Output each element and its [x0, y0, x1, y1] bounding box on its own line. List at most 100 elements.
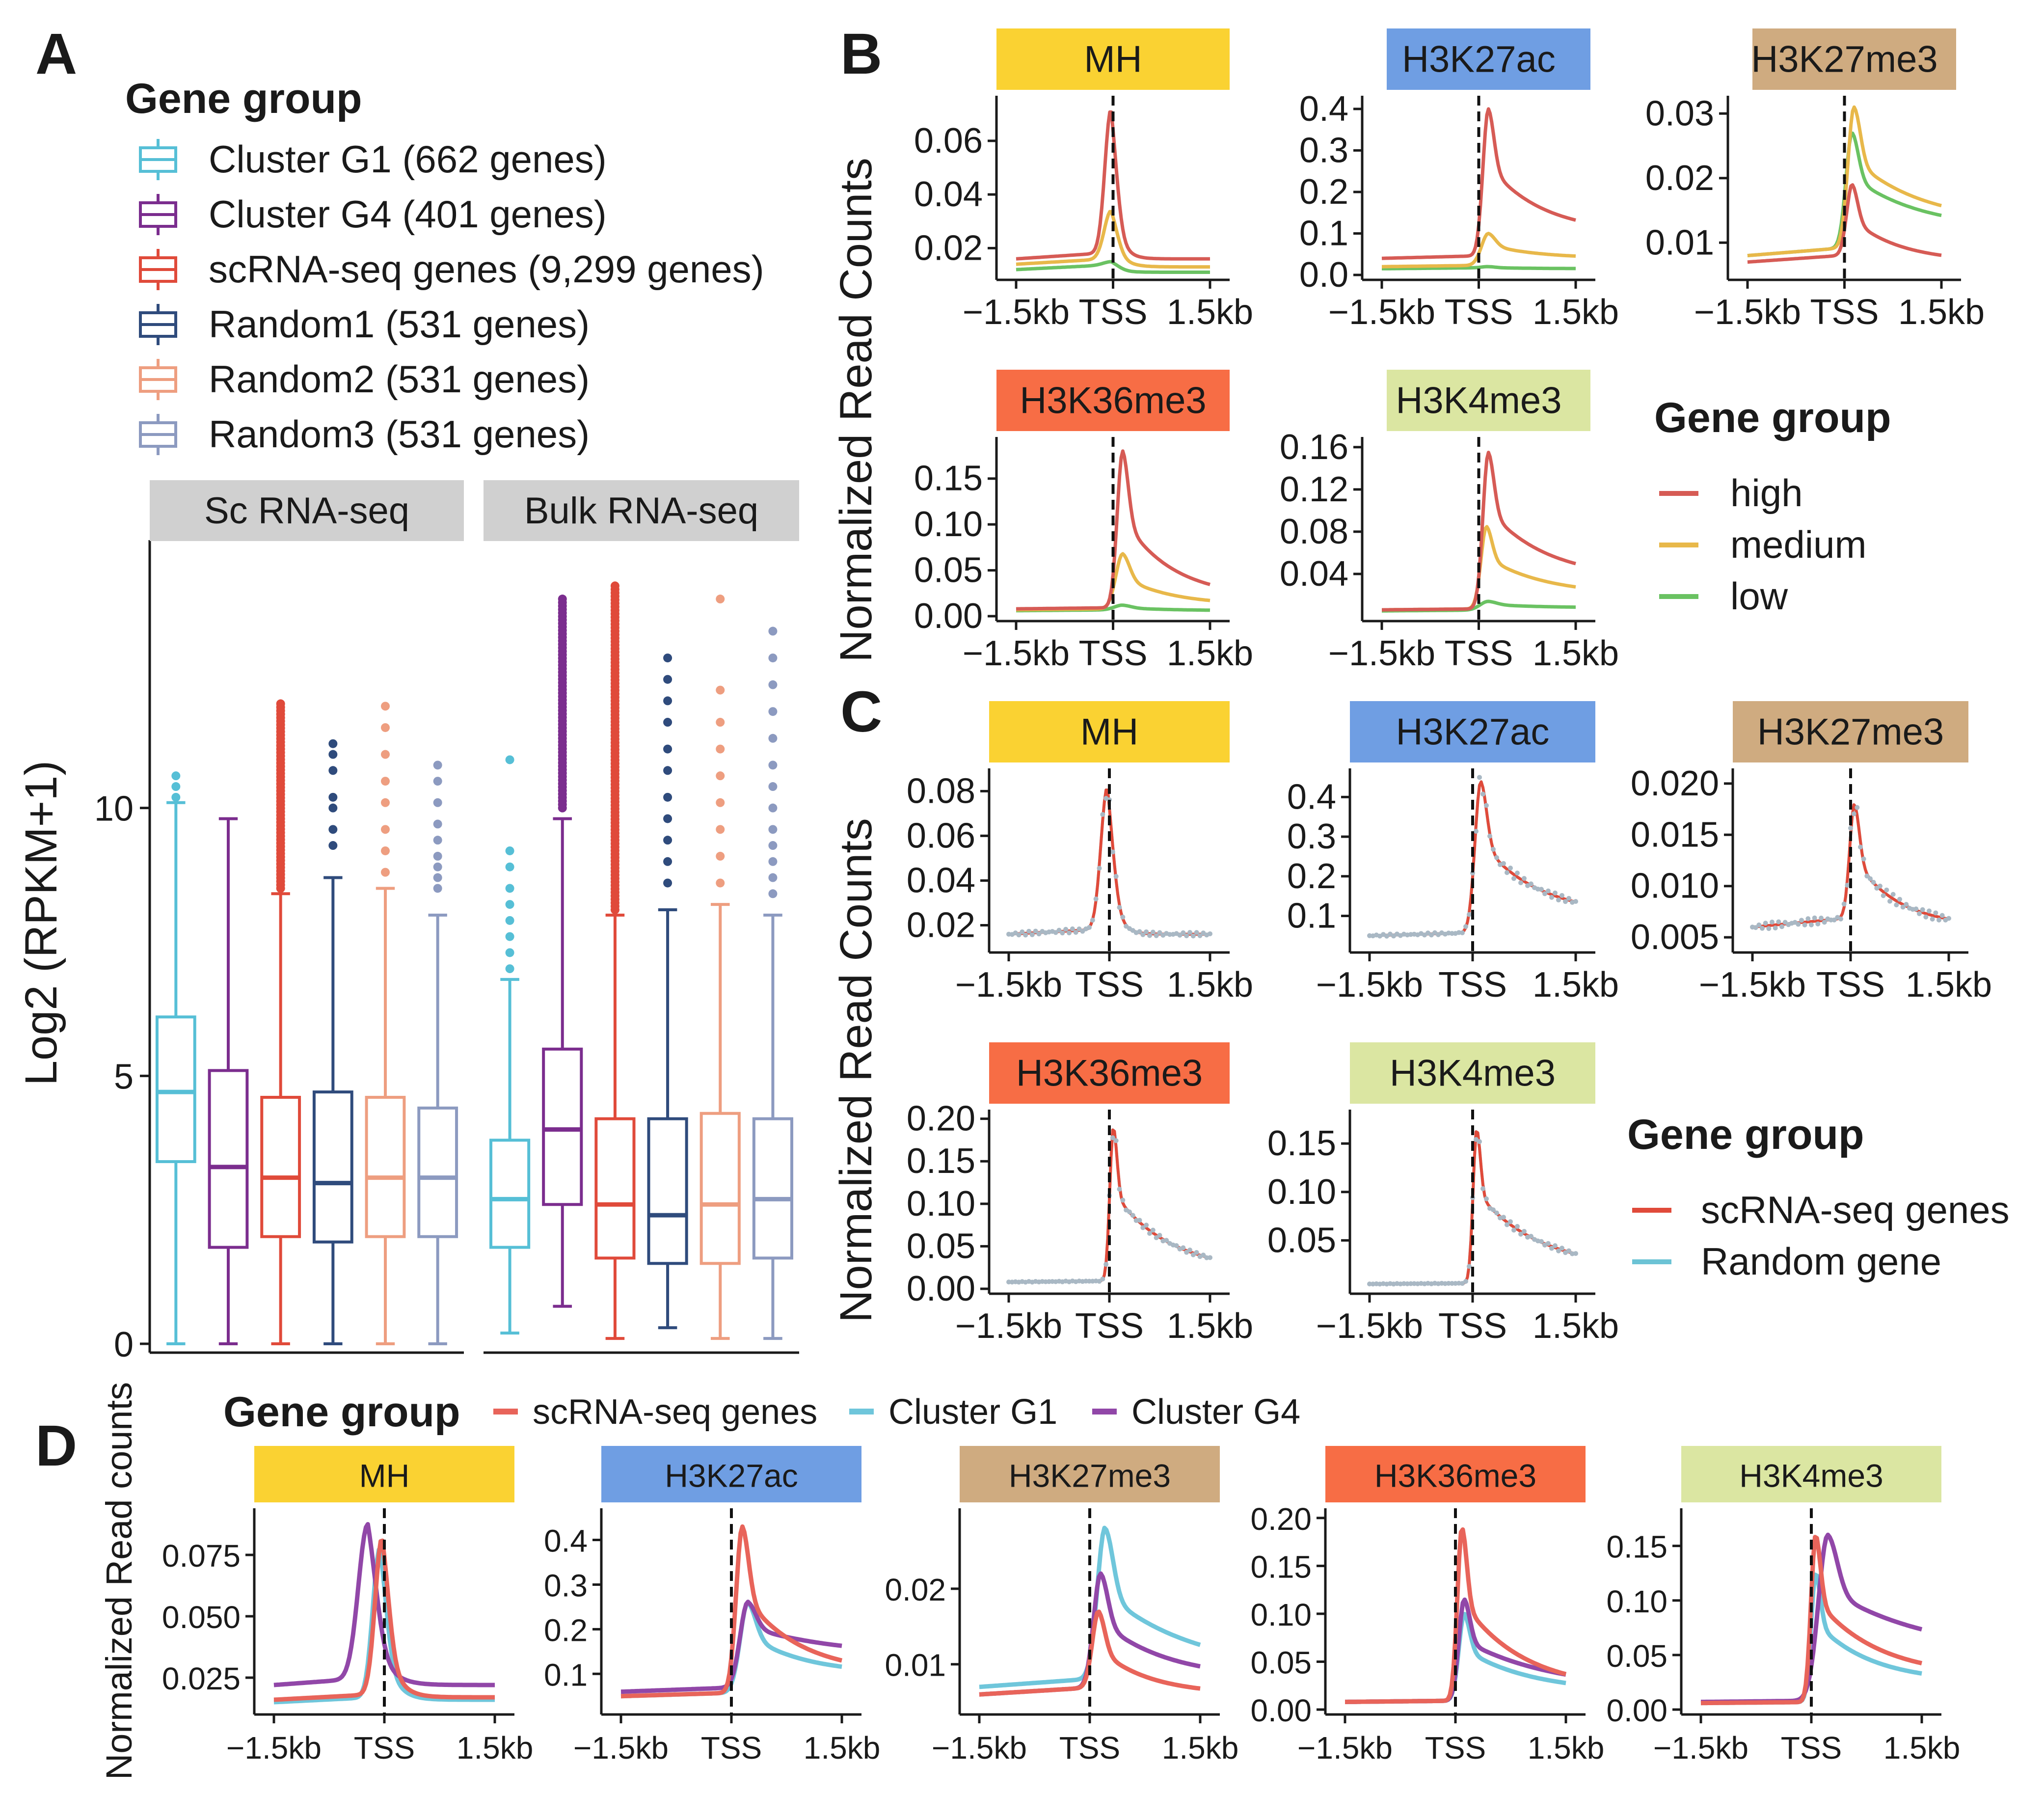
panel-c-mh-random-point	[1150, 929, 1156, 935]
legend-label-scrna: scRNA-seq genes (9,299 genes)	[209, 247, 764, 291]
panel-c-h3k4me3-random-point	[1505, 1222, 1509, 1227]
panel-c-mh-random-point	[1117, 905, 1122, 910]
panel-d-profiles: MH 0.025 0.050 0.075 −1.5kb TSS 1.5kb H3K27ac 0.…	[162, 1446, 1960, 1766]
panel-c-h3k27ac-random-point	[1573, 899, 1578, 904]
panel-c-h3k27ac-x-tick-label: 1.5kb	[1533, 965, 1619, 1005]
box-outlier-point	[768, 680, 778, 689]
box-outlier-point	[433, 862, 442, 871]
panel-c-h3k4me3-random-point	[1501, 1215, 1506, 1220]
box-outlier-point	[328, 750, 338, 759]
panel-b-h3k27ac-strip	[1387, 28, 1590, 90]
panel-c-mh-random-point	[1087, 925, 1092, 930]
box-body	[647, 1117, 688, 1265]
panel-c-h3k27me3-x-tick-label: 1.5kb	[1906, 965, 1992, 1005]
panel-c-h3k4me3-strip-label: H3K4me3	[1390, 1053, 1556, 1094]
panel-c-mh-y-tick-label: 0.08	[907, 771, 975, 811]
panel-d-mh-x-tick-label: 1.5kb	[457, 1730, 534, 1766]
box-outlier-point	[610, 581, 619, 591]
panel-c-h3k4me3-random-point	[1480, 1186, 1485, 1192]
panel-c-h3k27me3-random-point	[1930, 917, 1935, 922]
panel-b-mh-y-tick-label: 0.02	[914, 228, 983, 268]
box-outlier-point	[663, 675, 672, 684]
panel-c-h3k27ac-random-point	[1539, 887, 1544, 892]
panel-c-h3k27me3-random-point	[1884, 887, 1889, 893]
box-outlier-point	[663, 792, 672, 802]
box-body	[155, 1015, 196, 1163]
box-outlier-point	[768, 841, 778, 850]
panel-c-h3k27ac-random-point	[1508, 866, 1513, 871]
box-outlier-point	[716, 851, 725, 861]
panel-b-mh-y-tick-label: 0.06	[914, 121, 983, 161]
panel-c-h3k27ac-random-point	[1549, 895, 1554, 900]
panel-d-y-axis-title: Normalized Read counts	[99, 1382, 139, 1780]
panel-b-h3k36me3-x-tick-label: TSS	[1078, 634, 1147, 673]
panel-d-h3k27ac-y-tick-label: 0.4	[544, 1523, 588, 1559]
panel-a-y-tick-label: 10	[94, 789, 134, 829]
panel-c-h3k27me3-x-tick-label: −1.5kb	[1699, 965, 1806, 1005]
panel-b-legend-label-low: low	[1730, 574, 1788, 618]
panel-d-h3k27ac-strip-label: H3K27ac	[665, 1458, 798, 1494]
panel-c-h3k27me3-random-point	[1904, 902, 1909, 907]
panel-a-y-axis-title: Log2 (RPKM+1)	[16, 761, 66, 1086]
panel-c-h3k27me3-random-point	[1838, 916, 1843, 922]
panel-c-h3k36me3-random-point	[1147, 1231, 1152, 1236]
panel-d-h3k27me3-x-tick-label: 1.5kb	[1162, 1730, 1239, 1766]
panel-c-h3k4me3-y-tick-label: 0.10	[1267, 1172, 1336, 1212]
panel-c-h3k27me3-random-point	[1766, 926, 1772, 931]
panel-d-h3k4me3-x-tick-label: −1.5kb	[1653, 1730, 1748, 1766]
panel-c-h3k36me3-random-point	[1174, 1243, 1179, 1249]
panel-c-h3k4me3-random-point	[1450, 1281, 1454, 1286]
panel-b-h3k36me3-y-tick-label: 0.05	[914, 551, 983, 590]
box-outlier-point	[433, 873, 442, 882]
panel-b-h3k4me3-y-tick-label: 0.12	[1280, 470, 1348, 509]
panel-c-h3k27me3-strip	[1733, 701, 1968, 762]
panel-c-h3k27me3-random-point	[1815, 921, 1821, 926]
legend-label-r2: Random2 (531 genes)	[209, 357, 590, 401]
box-body	[542, 1047, 583, 1206]
panel-c-h3k36me3-strip	[989, 1042, 1230, 1104]
legend-label-g1: Cluster G1 (662 genes)	[209, 137, 607, 181]
panel-b-h3k27ac-y-tick-label: 0.2	[1299, 172, 1348, 212]
panel-c-h3k4me3-random-point	[1553, 1243, 1558, 1249]
panel-b-h3k27ac-x-tick-label: −1.5kb	[1328, 293, 1435, 332]
panel-c-h3k4me3-random-point	[1522, 1228, 1527, 1234]
panel-c-h3k27me3-random-point	[1848, 825, 1853, 831]
panel-d-h3k36me3-x-tick-label: 1.5kb	[1528, 1730, 1605, 1766]
panel-c-h3k4me3-random-point	[1467, 1264, 1472, 1269]
panel-c-h3k27me3-random-point	[1822, 920, 1827, 925]
box-outlier-point	[768, 889, 778, 898]
panel-c-h3k36me3-random-point	[1157, 1232, 1162, 1238]
panel-c-h3k4me3-random-point	[1566, 1248, 1571, 1253]
panel-b-h3k27ac-y-tick-label: 0.0	[1299, 255, 1348, 295]
box-outlier-point	[433, 819, 442, 829]
panel-c-h3k27me3-random-point	[1776, 919, 1781, 925]
panel-d-legend-label-d_g1: Cluster G1	[888, 1392, 1057, 1432]
panel-c-h3k27me3-random-point	[1927, 908, 1932, 914]
panel-c-h3k36me3-random-point	[1194, 1250, 1199, 1255]
box-outlier-point	[768, 626, 778, 636]
panel-c-h3k36me3-x-tick-label: TSS	[1075, 1306, 1144, 1346]
panel-c-mh-random-point	[1120, 914, 1126, 920]
panel-d-h3k36me3-y-tick-label: 0.15	[1250, 1549, 1312, 1584]
panel-c-h3k4me3-random-point	[1511, 1227, 1516, 1233]
panel-c-legend-label-random: Random gene	[1701, 1240, 1941, 1283]
panel-c-h3k27me3-random-point	[1779, 924, 1784, 929]
panel-c-mh-random-point	[1090, 918, 1095, 923]
panel-c-h3k27me3-random-point	[1939, 913, 1945, 918]
panel-c-mh-random-point	[1056, 927, 1062, 933]
panel-c-h3k27me3-random-point	[1864, 873, 1870, 879]
panel-a-facet-strip	[484, 480, 799, 541]
panel-d-h3k27me3-y-tick-label: 0.01	[885, 1648, 946, 1683]
panel-c-mh-random-point	[1137, 929, 1142, 934]
box-outlier-point	[381, 798, 390, 807]
box-outlier-point	[716, 878, 725, 888]
panel-c-mh-random-point	[1154, 933, 1159, 938]
panel-c-mh-random-point	[1070, 926, 1075, 931]
box-outlier-point	[663, 878, 672, 888]
panel-b-h3k27ac-line-low	[1381, 265, 1576, 271]
box-outlier-point	[505, 846, 514, 855]
panel-c-h3k36me3-random-point	[1120, 1197, 1126, 1203]
panel-c-h3k36me3-random-point	[1127, 1209, 1132, 1215]
panel-c-h3k27ac-random-point	[1535, 886, 1540, 892]
